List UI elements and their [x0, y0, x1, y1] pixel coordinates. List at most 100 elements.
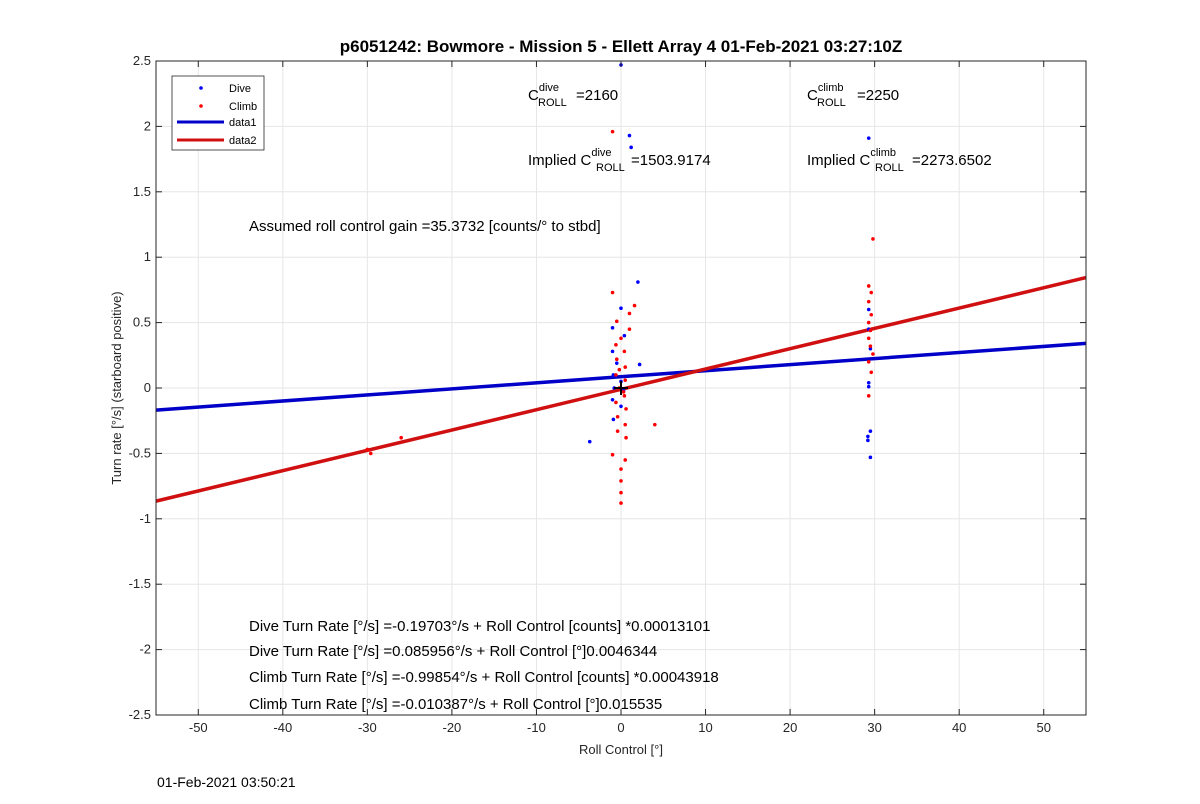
- climb-point: [610, 290, 615, 295]
- legend-dive-marker: [199, 86, 203, 90]
- y-axis-label: Turn rate [°/s] (starboard positive): [109, 291, 124, 484]
- climb-point: [866, 336, 871, 341]
- climb-point: [869, 312, 874, 317]
- dive-fit-counts-equation: Dive Turn Rate [°/s] =-0.19703°/s + Roll…: [249, 618, 710, 635]
- x-tick-label: 20: [783, 720, 797, 735]
- implied-c-roll-climb: Implied Cclimb ROLL =2273.6502: [807, 147, 992, 174]
- climb-point: [365, 447, 370, 452]
- dive-point: [868, 346, 873, 351]
- fit-line-data1: [155, 341, 1087, 412]
- implied-c-roll-dive: Implied Cdive ROLL =1503.9174: [528, 147, 711, 174]
- climb-point: [866, 394, 871, 398]
- dive-point: [866, 384, 871, 389]
- dive-point: [866, 438, 870, 443]
- x-tick-label: -40: [273, 720, 292, 735]
- climb-fit-degrees-equation: Climb Turn Rate [°/s] =-0.010387°/s + Ro…: [249, 696, 662, 713]
- implied-dive-sup: dive: [591, 147, 611, 159]
- legend-data1-label: data1: [229, 117, 257, 129]
- dive-fit-degrees-equation: Dive Turn Rate [°/s] =0.085956°/s + Roll…: [249, 643, 657, 660]
- y-tick-label: 1: [144, 249, 151, 264]
- origin-marker: [614, 381, 628, 395]
- y-tick-label: 0: [144, 380, 151, 395]
- climb-point: [614, 357, 619, 362]
- implied-climb-sub: ROLL: [875, 162, 904, 174]
- c-roll-climb-value: =2250: [857, 87, 899, 104]
- y-tick-label: 0.5: [133, 315, 151, 330]
- climb-point: [610, 129, 615, 134]
- x-tick-label: -20: [443, 720, 462, 735]
- c-roll-dive: Cdive ROLL =2160: [528, 82, 618, 109]
- climb-point: [866, 320, 871, 325]
- legend-climb-marker: [199, 104, 203, 108]
- climb-point: [871, 237, 875, 241]
- climb-point: [619, 336, 623, 341]
- dive-point: [610, 349, 615, 354]
- climb-point: [871, 352, 875, 356]
- climb-point: [632, 303, 637, 308]
- dive-point: [614, 361, 619, 365]
- climb-point: [614, 400, 618, 405]
- dive-point: [866, 434, 870, 439]
- y-tick-label: -1: [139, 511, 151, 526]
- implied-climb-prefix: Implied C: [807, 152, 871, 169]
- y-tick-label: -0.5: [129, 445, 151, 460]
- c-roll-climb-sub: ROLL: [817, 97, 846, 109]
- dive-point: [868, 429, 873, 433]
- climb-point: [866, 360, 871, 364]
- climb-point: [619, 467, 623, 471]
- dive-point: [622, 333, 627, 338]
- x-tick-label: 50: [1036, 720, 1050, 735]
- climb-point: [623, 458, 628, 462]
- c-roll-climb-sup: climb: [818, 82, 844, 94]
- climb-point: [653, 422, 657, 427]
- c-roll-dive-sup: dive: [539, 82, 559, 94]
- climb-point: [623, 378, 628, 382]
- dive-point: [610, 326, 615, 330]
- dive-point: [637, 362, 642, 367]
- climb-point: [614, 319, 619, 324]
- climb-fit-counts-equation: Climb Turn Rate [°/s] =-0.99854°/s + Rol…: [249, 669, 719, 686]
- climb-point: [622, 394, 627, 398]
- climb-point: [614, 343, 618, 347]
- climb-point: [868, 344, 873, 348]
- climb-point: [623, 422, 628, 427]
- climb-point: [624, 435, 628, 440]
- climb-point: [399, 435, 403, 440]
- y-tick-label: 2.5: [133, 53, 151, 68]
- dive-point: [619, 404, 623, 409]
- c-roll-dive-base: C: [528, 87, 539, 104]
- ticks: [156, 60, 1086, 716]
- y-tick-label: -1.5: [129, 576, 151, 591]
- climb-point: [868, 328, 873, 333]
- climb-point: [619, 501, 623, 505]
- legend-climb-label: Climb: [229, 101, 257, 113]
- climb-point: [627, 327, 632, 331]
- climb-point: [614, 373, 618, 377]
- x-tick-label: 0: [617, 720, 624, 735]
- dive-point: [587, 439, 592, 444]
- climb-point: [869, 370, 874, 375]
- climb-point: [866, 284, 871, 288]
- climb-point: [627, 311, 632, 316]
- dive-point: [636, 280, 640, 284]
- scatter-points: [365, 63, 875, 505]
- x-axis-label: Roll Control [°]: [579, 742, 663, 757]
- plot-area: -50 -40 -30 -20 -10 0 10 20 30 40 50 -2.5-2-1.5-1-…: [129, 53, 1087, 735]
- x-tick-label: 30: [867, 720, 881, 735]
- footer-timestamp: 01-Feb-2021 03:50:21: [157, 774, 296, 790]
- dive-point: [866, 307, 871, 312]
- dive-point: [610, 397, 615, 402]
- climb-point: [368, 451, 373, 456]
- dive-point: [866, 380, 871, 385]
- x-tick-labels: -50 -40 -30 -20 -10 0 10 20 30 40 50: [189, 720, 1051, 735]
- c-roll-climb: Cclimb ROLL =2250: [807, 82, 899, 109]
- climb-point: [623, 365, 628, 369]
- climb-point: [866, 299, 871, 304]
- chart-title: p6051242: Bowmore - Mission 5 - Ellett A…: [340, 37, 903, 56]
- climb-point: [619, 490, 623, 495]
- climb-point: [621, 390, 626, 394]
- gain-annotation: Assumed roll control gain =35.3732 [coun…: [249, 218, 601, 235]
- x-tick-label: -30: [358, 720, 377, 735]
- dive-point: [611, 417, 616, 422]
